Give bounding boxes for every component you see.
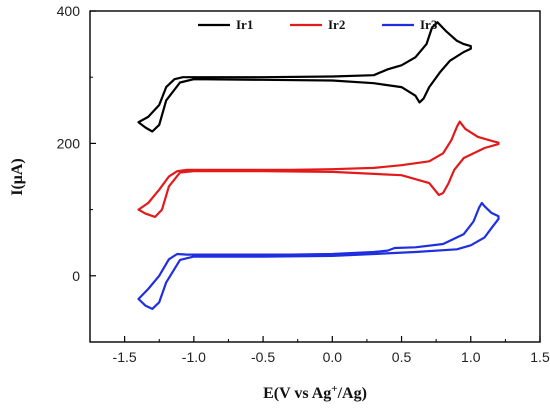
series-line-ir1 [137,21,472,133]
series-layer [137,21,500,310]
legend-label-ir1: Ir1 [236,17,253,32]
x-tick-label: -1.0 [182,349,206,365]
y-tick-label: 400 [57,3,81,19]
x-tick-label: 0.0 [323,349,343,365]
x-axis-label: E(V vs Ag+/Ag) [263,383,367,402]
x-tick-label: 1.5 [530,349,550,365]
x-tick-label: 0.5 [392,349,412,365]
x-axis-label-superscript: + [331,383,337,395]
y-tick-label: 0 [72,268,80,284]
legend-label-ir3: Ir3 [420,17,438,32]
x-tick-label: 1.0 [461,349,481,365]
series-line-ir3 [137,201,500,310]
x-tick-label: -1.5 [113,349,137,365]
plot-frame [89,10,541,343]
legend: Ir1 Ir2 Ir3 [198,17,438,32]
y-axis-label: I(μA) [9,158,26,196]
x-tick-label: -0.5 [251,349,275,365]
y-tick-label: 200 [57,135,81,151]
series-line-ir2 [137,120,500,218]
legend-label-ir2: Ir2 [328,17,345,32]
axis-ticks: -1.5 -1.0 -0.5 0.0 0.5 1.0 1.5 0 200 400 [57,3,550,365]
